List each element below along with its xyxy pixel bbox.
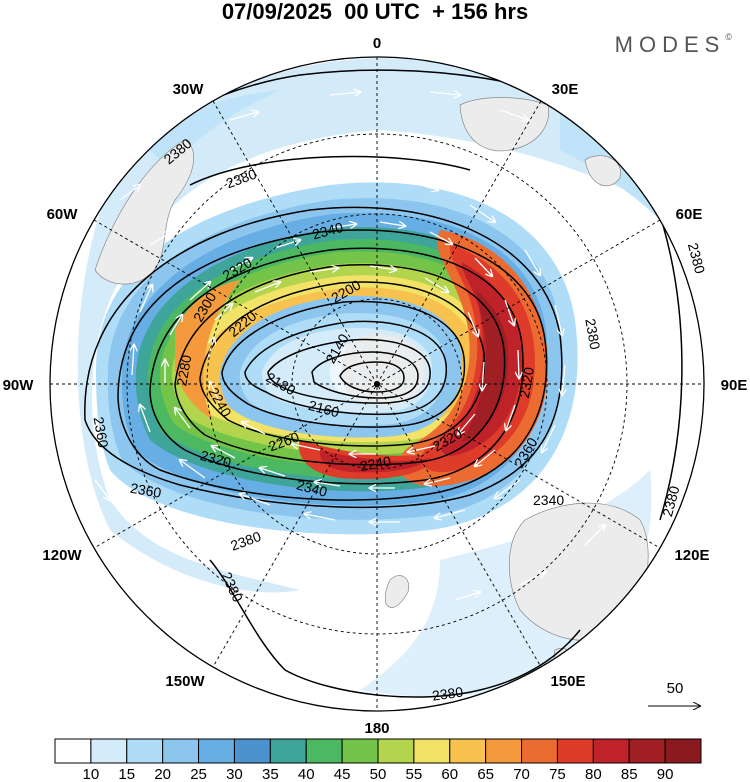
contour-label: 2340 [295,476,329,500]
colorbar-tick-label: 50 [370,766,387,782]
colorbar-swatch [90,738,128,764]
colorbar-swatch [521,738,558,764]
lon-label-60w: 60W [47,206,79,223]
colorbar-tick-label: 55 [406,766,423,782]
colorbar-swatch [269,738,307,764]
copyright-mark: © [725,32,732,42]
colorbar-swatch [556,738,594,764]
lon-label-180: 180 [364,720,389,737]
contour-label: 2380 [431,683,464,703]
lon-label-150e: 150E [550,673,585,690]
colorbar-tick-label: 60 [441,766,458,782]
lon-label-90e: 90E [721,377,748,394]
colorbar-tick-label: 65 [477,766,494,782]
contour-label: 2340 [311,219,345,243]
contour-label: 2320 [199,447,233,471]
colorbar-swatch [126,738,164,764]
colorbar-tick-label: 85 [621,766,638,782]
contour-label: 2360 [129,480,163,501]
colorbar-swatch [485,738,523,764]
colorbar-swatch [628,738,666,764]
lon-label-90w: 90W [3,377,35,394]
colorbar-tick-label: 40 [298,766,315,782]
colorbar-swatch [341,738,379,764]
colorbar-tick-label: 30 [226,766,243,782]
colorbar [54,738,702,764]
colorbar-swatch [413,738,451,764]
contour-label: 2360 [91,415,112,449]
map-title: 07/09/2025 00 UTC + 156 hrs [221,0,529,24]
contour-label: 2380 [582,317,603,351]
colorbar-tick-label: 45 [334,766,351,782]
brand-logo: MODES© [614,32,732,57]
colorbar-tick-label: 70 [513,766,530,782]
lon-label-30w: 30W [173,81,205,98]
wind-vectors [94,92,630,601]
lon-label-120w: 120W [42,547,82,564]
contour-label: 2380 [659,484,683,518]
colorbar-swatch [54,738,92,764]
lon-label-30e: 30E [552,81,579,98]
colorbar-tick-label: 90 [657,766,674,782]
lon-label-120e: 120E [674,547,709,564]
colorbar-tick-label: 35 [262,766,279,782]
reference-vector: 50 [648,680,700,706]
colorbar-tick-label: 10 [83,766,100,782]
contour-label: 2240 [359,453,393,474]
colorbar-swatch [664,738,702,764]
colorbar-tick-label: 20 [154,766,171,782]
colorbar-tick-label: 75 [549,766,566,782]
reference-vector-label: 50 [667,680,684,697]
colorbar-swatch [449,738,487,764]
colorbar-swatch [233,738,271,764]
colorbar-swatch [305,738,343,764]
colorbar-tick-label: 25 [190,766,207,782]
colorbar-swatch [377,738,415,764]
lon-label-0: 0 [373,35,381,52]
lon-label-60e: 60E [676,206,703,223]
colorbar-swatch [592,738,630,764]
contour-label: 2380 [685,241,709,275]
colorbar-tick-label: 80 [585,766,602,782]
colorbar-tick-label: 15 [118,766,135,782]
contour-label: 2280 [173,353,194,387]
colorbar-labels: 10 15 20 25 30 35 40 45 50 55 60 65 70 75 80 85 90 [83,766,674,782]
contour-label: 2340 [533,492,564,508]
landmasses [94,97,649,665]
lon-label-150w: 150W [165,673,205,690]
contour-label: 2320 [516,366,537,400]
colorbar-swatch [162,738,200,764]
contour-label: 2160 [307,397,341,421]
colorbar-swatch [198,738,235,764]
